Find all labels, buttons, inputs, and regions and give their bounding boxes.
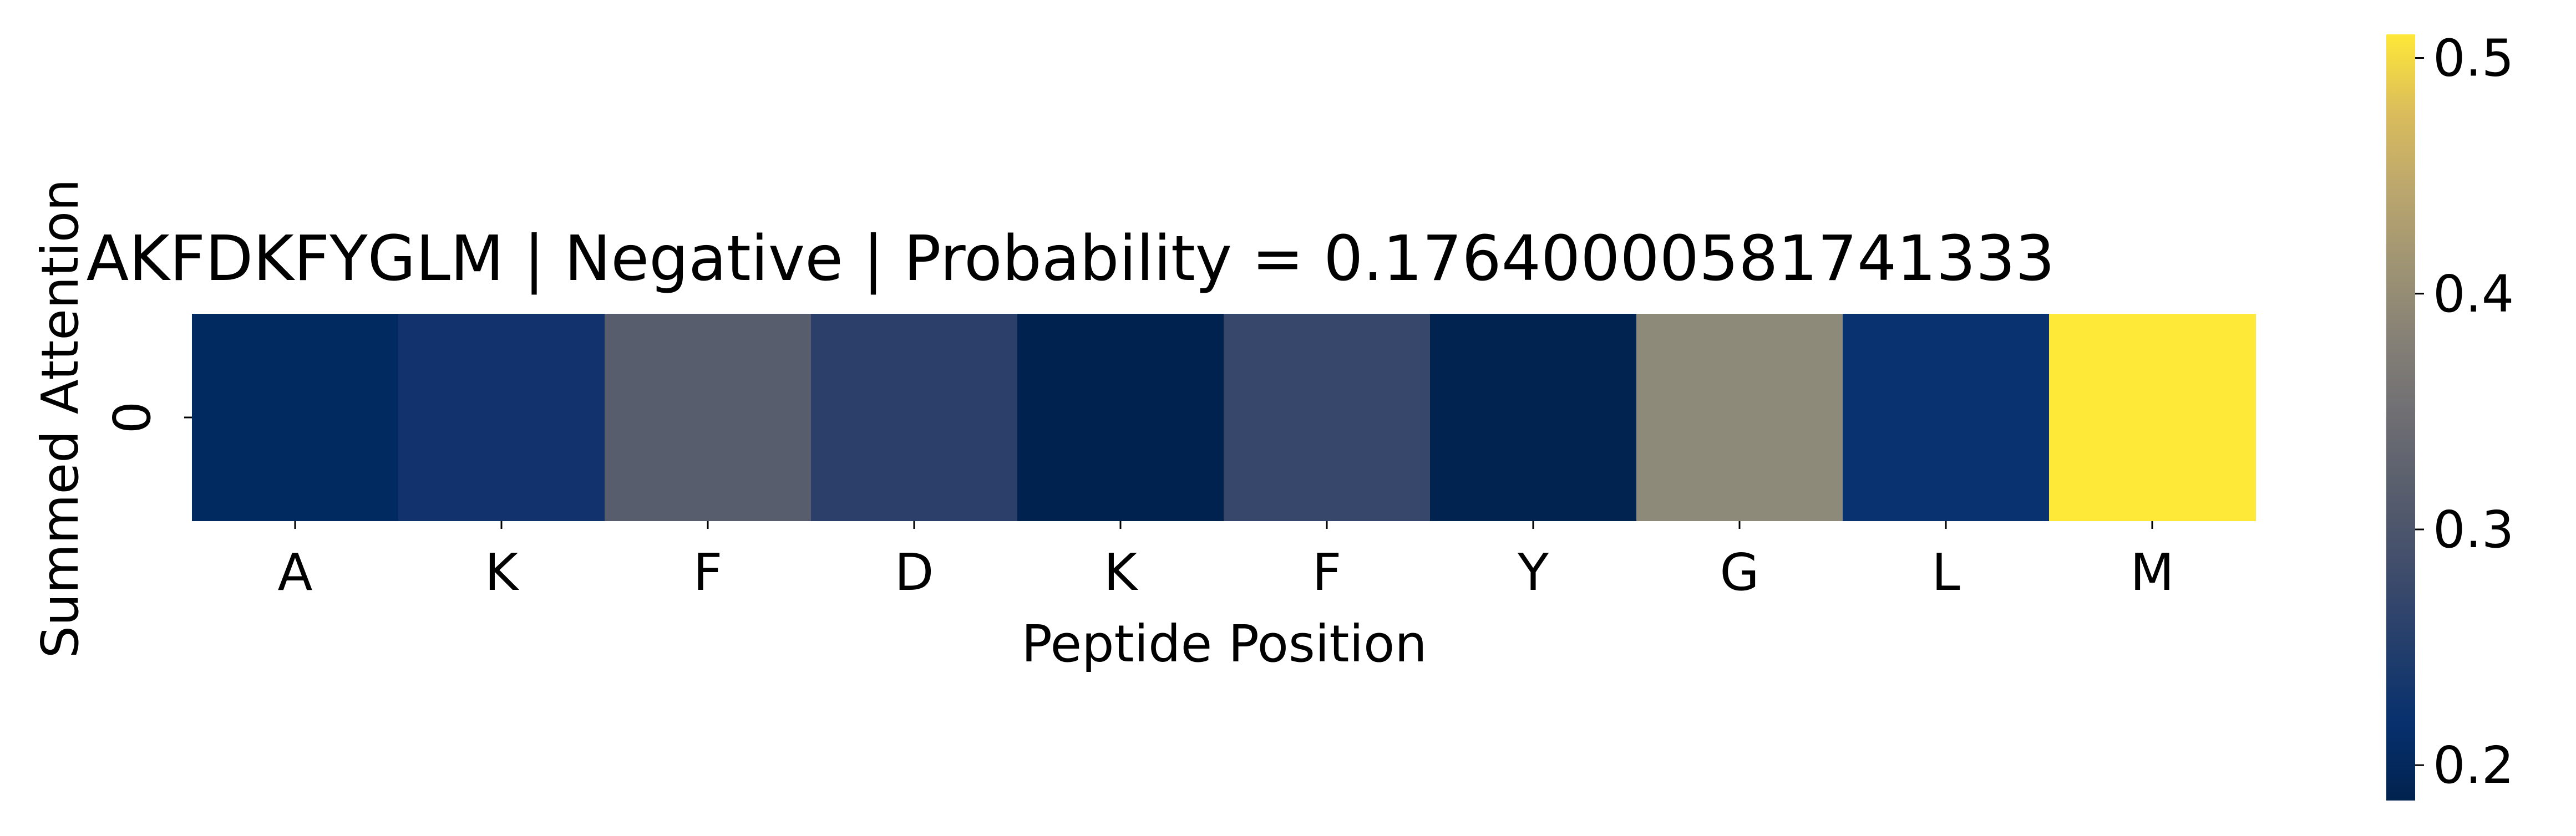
heatmap-cell	[1224, 314, 1431, 521]
heatmap-cell	[1843, 314, 2050, 521]
heatmap-cell	[1017, 314, 1224, 521]
heatmap-cell	[605, 314, 812, 521]
x-tick-label: D	[895, 543, 934, 602]
chart-title: AKFDKFYGLM | Negative | Probability = 0.…	[87, 223, 2055, 295]
heatmap-cell	[1636, 314, 1843, 521]
x-tick-label: K	[485, 543, 520, 602]
heatmap-cells	[192, 314, 2256, 521]
heatmap-cell	[398, 314, 605, 521]
x-tick-label: G	[1720, 543, 1759, 602]
colorbar-tick-label: 0.2	[2433, 736, 2514, 795]
colorbar-tick-label: 0.5	[2433, 29, 2514, 88]
x-tick-label: K	[1104, 543, 1139, 602]
colorbar-ticks: 0.2 0.3 0.4 0.5	[2415, 29, 2514, 795]
heatmap-cell	[1430, 314, 1637, 521]
x-tick-label: F	[1312, 543, 1342, 602]
x-tick-label: F	[693, 543, 723, 602]
y-tick-label: 0	[103, 401, 162, 434]
x-tick-label: A	[278, 543, 313, 602]
colorbar-tick-label: 0.3	[2433, 500, 2514, 559]
x-tick-label: L	[1931, 543, 1960, 602]
colorbar-tick-label: 0.4	[2433, 264, 2514, 324]
y-axis-ticks: 0	[103, 401, 192, 434]
y-axis-label: Summed Attention	[31, 179, 90, 659]
colorbar	[2386, 34, 2415, 801]
x-tick-label: M	[2130, 543, 2174, 602]
heatmap-cell	[2049, 314, 2256, 521]
x-tick-label: Y	[1517, 543, 1549, 602]
heatmap-cell	[192, 314, 399, 521]
x-axis-label: Peptide Position	[1021, 614, 1427, 674]
heatmap-cell	[811, 314, 1018, 521]
